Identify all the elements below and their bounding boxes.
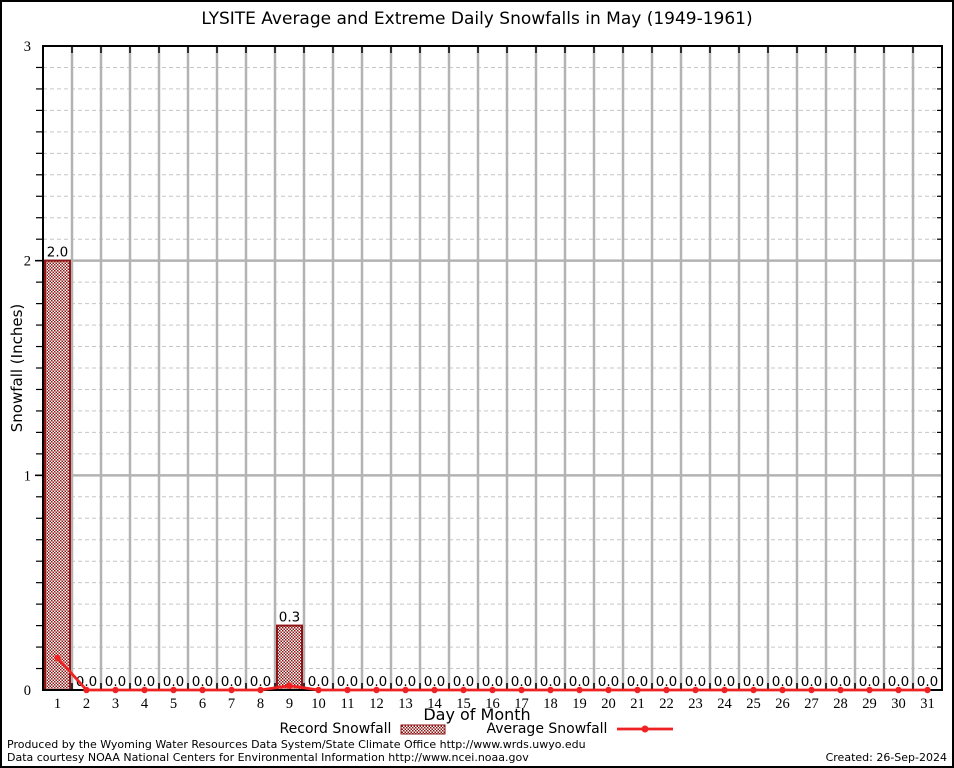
svg-text:8: 8 — [257, 696, 264, 712]
svg-text:3: 3 — [24, 39, 31, 55]
svg-text:26: 26 — [775, 696, 790, 712]
svg-text:0.0: 0.0 — [134, 674, 155, 690]
svg-text:0.0: 0.0 — [801, 674, 822, 690]
svg-text:6: 6 — [199, 696, 206, 712]
svg-text:2: 2 — [83, 696, 90, 712]
footer-line2: Data courtesy NOAA National Centers for … — [7, 750, 529, 764]
svg-text:0.0: 0.0 — [743, 674, 764, 690]
svg-text:25: 25 — [746, 696, 761, 712]
svg-text:0.0: 0.0 — [308, 674, 329, 690]
svg-text:12: 12 — [369, 696, 384, 712]
svg-text:2: 2 — [24, 254, 31, 270]
svg-text:13: 13 — [398, 696, 413, 712]
svg-text:0.0: 0.0 — [598, 674, 619, 690]
chart-title: LYSITE Average and Extreme Daily Snowfal… — [201, 9, 753, 29]
svg-text:0.0: 0.0 — [221, 674, 242, 690]
legend-label-record: Record Snowfall — [279, 721, 392, 737]
svg-text:17: 17 — [514, 696, 529, 712]
svg-text:7: 7 — [228, 696, 235, 712]
svg-text:4: 4 — [141, 696, 149, 712]
svg-text:0.0: 0.0 — [888, 674, 909, 690]
created-date: Created: 26-Sep-2024 — [825, 750, 947, 764]
svg-text:0.0: 0.0 — [395, 674, 416, 690]
svg-text:0.0: 0.0 — [569, 674, 590, 690]
svg-text:0.0: 0.0 — [482, 674, 503, 690]
svg-text:0.0: 0.0 — [250, 674, 271, 690]
svg-text:0.0: 0.0 — [453, 674, 474, 690]
svg-text:1: 1 — [54, 696, 61, 712]
record-snowfall-swatch-icon — [400, 724, 446, 734]
svg-text:0.0: 0.0 — [511, 674, 532, 690]
svg-text:0.0: 0.0 — [656, 674, 677, 690]
svg-text:0.0: 0.0 — [917, 674, 938, 690]
svg-text:16: 16 — [485, 696, 500, 712]
svg-text:28: 28 — [833, 696, 848, 712]
svg-text:1: 1 — [24, 468, 31, 484]
y-axis-title: Snowfall (Inches) — [8, 303, 26, 433]
svg-text:0.0: 0.0 — [540, 674, 561, 690]
legend: Record Snowfall Average Snowfall — [0, 721, 954, 737]
svg-text:0.0: 0.0 — [163, 674, 184, 690]
svg-text:18: 18 — [543, 696, 558, 712]
svg-text:0.0: 0.0 — [627, 674, 648, 690]
svg-text:31: 31 — [920, 696, 935, 712]
svg-text:3: 3 — [112, 696, 119, 712]
svg-text:0.0: 0.0 — [366, 674, 387, 690]
legend-label-average: Average Snowfall — [486, 721, 608, 737]
svg-text:10: 10 — [311, 696, 326, 712]
legend-item-average: Average Snowfall — [486, 721, 674, 737]
footer-line1: Produced by the Wyoming Water Resources … — [7, 738, 586, 751]
svg-text:2.0: 2.0 — [47, 245, 68, 261]
svg-text:0.0: 0.0 — [105, 674, 126, 690]
svg-text:0.0: 0.0 — [830, 674, 851, 690]
average-snowfall-swatch-icon — [617, 725, 674, 733]
svg-text:0.0: 0.0 — [685, 674, 706, 690]
svg-text:0.0: 0.0 — [424, 674, 445, 690]
snowfall-chart-plot: 2.0 0.0 0.0 0.0 0.0 0.0 0.0 0.0 0.3 0.0 0.0 0.0 0.0 0… — [24, 39, 943, 712]
svg-text:24: 24 — [717, 696, 732, 712]
svg-text:29: 29 — [862, 696, 877, 712]
legend-item-record: Record Snowfall — [280, 721, 447, 737]
svg-text:0.0: 0.0 — [714, 674, 735, 690]
svg-text:0: 0 — [24, 683, 31, 699]
svg-text:23: 23 — [688, 696, 703, 712]
svg-text:19: 19 — [572, 696, 587, 712]
svg-text:20: 20 — [601, 696, 616, 712]
footer: Produced by the Wyoming Water Resources … — [7, 738, 947, 764]
svg-text:5: 5 — [170, 696, 177, 712]
svg-text:11: 11 — [341, 696, 355, 712]
svg-text:0.3: 0.3 — [279, 610, 300, 626]
x-axis-title: Day of Month — [423, 705, 531, 724]
svg-text:30: 30 — [891, 696, 906, 712]
svg-text:0.0: 0.0 — [337, 674, 358, 690]
svg-text:0.0: 0.0 — [192, 674, 213, 690]
svg-text:0.0: 0.0 — [772, 674, 793, 690]
svg-text:22: 22 — [659, 696, 674, 712]
svg-text:14: 14 — [427, 696, 442, 712]
svg-text:27: 27 — [804, 696, 819, 712]
svg-text:15: 15 — [456, 696, 471, 712]
svg-text:9: 9 — [286, 696, 293, 712]
svg-text:21: 21 — [630, 696, 645, 712]
svg-text:0.0: 0.0 — [859, 674, 880, 690]
